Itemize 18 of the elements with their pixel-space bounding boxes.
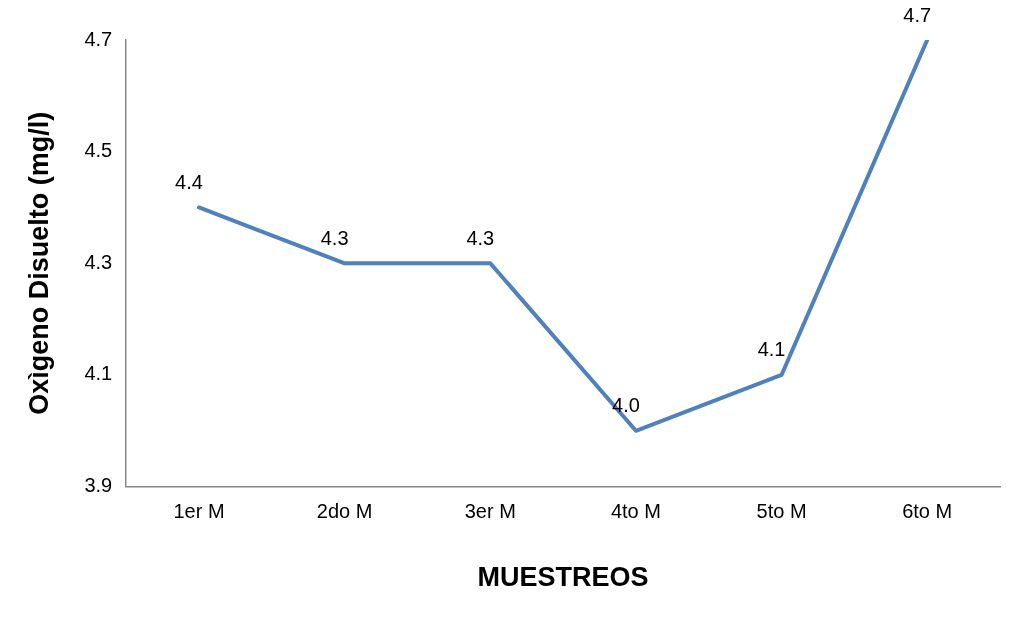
- y-tick-label: 4.5: [84, 139, 113, 162]
- y-tick-label: 3.9: [84, 474, 113, 497]
- x-tick-label: 6to M: [902, 500, 953, 523]
- y-axis-title: Oxìgeno Disuelto (mg/l): [23, 111, 54, 415]
- y-tick-label: 4.1: [84, 362, 113, 385]
- data-label: 4.7: [903, 3, 932, 26]
- y-tick-label: 4.3: [84, 250, 113, 273]
- x-tick-label: 3er M: [464, 500, 516, 523]
- x-axis-title: MUESTREOS: [477, 562, 649, 593]
- x-tick-label: 4to M: [610, 500, 661, 523]
- y-tick-label: 4.7: [84, 27, 113, 50]
- x-tick-label: 2do M: [316, 500, 373, 523]
- data-label: 4.3: [466, 226, 495, 249]
- data-label: 4.4: [175, 170, 203, 193]
- data-label: 4.3: [320, 226, 349, 249]
- x-tick-label: 1er M: [173, 500, 225, 523]
- x-tick-label: 5to M: [756, 500, 807, 523]
- data-label: 4.1: [757, 338, 786, 361]
